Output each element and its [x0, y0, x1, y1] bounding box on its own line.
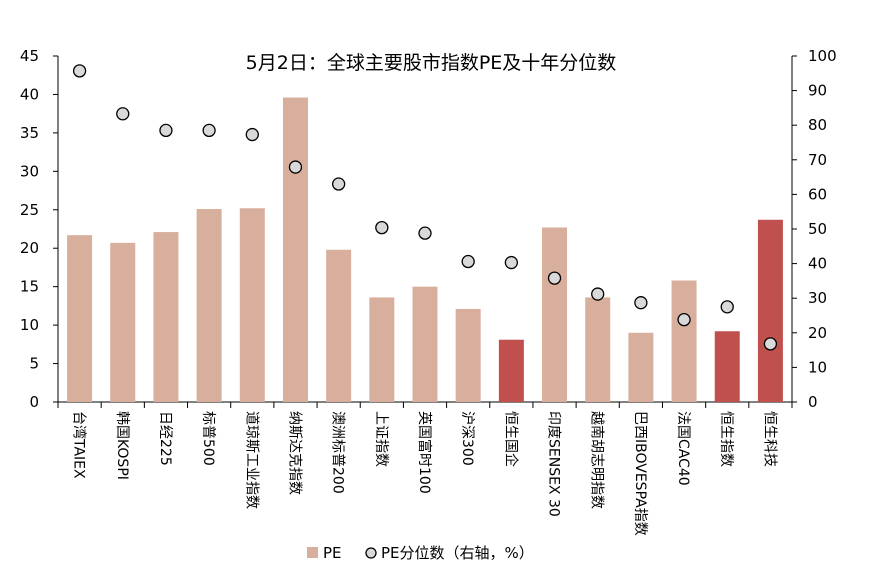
x-category-label: 澳洲标普200: [330, 411, 346, 494]
pe-bar: [585, 297, 611, 402]
y-left-tick-label: 15: [20, 278, 39, 296]
y-right-tick-label: 90: [808, 82, 827, 100]
pe-percentile-point: [720, 300, 734, 314]
legend-label-pe: PE: [323, 544, 342, 562]
pe-bar: [67, 235, 93, 402]
pe-percentile-point: [288, 160, 303, 174]
pe-percentile-point: [634, 296, 648, 310]
pe-bar: [628, 332, 654, 402]
chart-title: 5月2日：全球主要股市指数PE及十年分位数: [246, 52, 617, 74]
x-category-label: 法国CAC40: [675, 411, 691, 486]
pe-percentile-point: [159, 123, 173, 138]
pe-bar: [110, 242, 136, 402]
x-category-label: 恒生国企: [502, 411, 519, 467]
pe-bar: [455, 308, 481, 402]
legend: PE PE分位数（右轴，%）: [307, 544, 534, 562]
pe-percentile-point: [504, 255, 519, 270]
pe-percentile-point: [375, 220, 389, 235]
legend-marker-swatch: [365, 547, 377, 559]
pe-percentile-point: [763, 337, 778, 351]
x-category-label: 越南胡志明指数: [589, 411, 605, 509]
pe-percentile-point: [331, 177, 346, 191]
x-category-label: 韩国KOSPI: [114, 411, 130, 480]
y-right-tick-label: 40: [808, 255, 827, 273]
pe-bar: [671, 280, 697, 402]
pe-bar: [714, 331, 740, 402]
pe-percentile-point: [591, 287, 605, 301]
y-left-tick-label: 30: [20, 162, 39, 180]
pe-bar: [239, 208, 265, 402]
x-category-label: 台湾TAIEX: [71, 411, 88, 479]
pe-bar: [196, 209, 222, 402]
pe-percentile-point: [418, 226, 432, 240]
y-left-tick-label: 40: [20, 85, 39, 103]
y-right-tick-label: 100: [808, 47, 837, 65]
pe-bar: [326, 249, 352, 402]
y-left-tick-label: 35: [20, 124, 39, 142]
y-right-tick-label: 70: [808, 151, 827, 169]
pe-percentile-point: [547, 271, 562, 285]
y-right-tick-label: 50: [808, 220, 827, 238]
x-category-label: 恒生科技: [761, 411, 777, 467]
pe-percentile-point: [202, 123, 216, 138]
pe-percentile-point: [245, 127, 259, 142]
legend-label-percentile: PE分位数（右轴，%）: [381, 544, 534, 562]
y-right-tick-label: 60: [808, 185, 827, 203]
x-category-label: 印度SENSEX 30: [546, 411, 562, 517]
pe-bar: [498, 339, 524, 402]
pe-bar: [282, 97, 308, 403]
y-right-tick-label: 0: [808, 393, 818, 411]
plot-area: 0 5 10 15 20 25 30 35 40 45 0 10 20 30 40 50 60 70 80 90 100…: [20, 47, 837, 536]
pe-bar: [542, 227, 568, 402]
y-right-tick-label: 30: [808, 289, 827, 307]
x-category-label: 巴西IBOVESPA指数: [632, 411, 648, 536]
x-category-label: 恒生指数: [718, 411, 734, 467]
x-category-label: 道琼斯工业指数: [243, 411, 259, 509]
y-left-tick-label: 5: [29, 355, 39, 373]
x-category-label: 日经225: [157, 411, 173, 466]
y-right-tick-label: 80: [808, 116, 827, 134]
pe-bar: [153, 232, 179, 402]
pe-percentile-point: [72, 64, 87, 78]
y-right-tick-label: 20: [808, 324, 827, 342]
x-category-label: 纳斯达克指数: [286, 411, 302, 495]
legend-bar-swatch: [307, 547, 318, 558]
pe-bar: [412, 286, 438, 402]
pe-bar: [757, 219, 783, 402]
pe-percentile-point: [461, 254, 475, 269]
x-category-label: 标普500: [200, 411, 216, 466]
y-left-tick-label: 0: [29, 393, 39, 411]
pe-bar: [369, 297, 395, 402]
y-left-tick-label: 20: [20, 239, 39, 257]
x-category-label: 英国富时100: [416, 411, 433, 494]
y-left-tick-label: 45: [20, 47, 39, 65]
y-left-tick-label: 25: [20, 201, 39, 219]
y-left-tick-label: 10: [20, 316, 39, 334]
y-right-tick-label: 10: [808, 358, 827, 376]
x-category-label: 沪深300: [459, 411, 475, 466]
x-category-label: 上证指数: [373, 411, 389, 467]
pe-percentile-point: [677, 313, 691, 327]
pe-percentile-point: [116, 107, 130, 121]
